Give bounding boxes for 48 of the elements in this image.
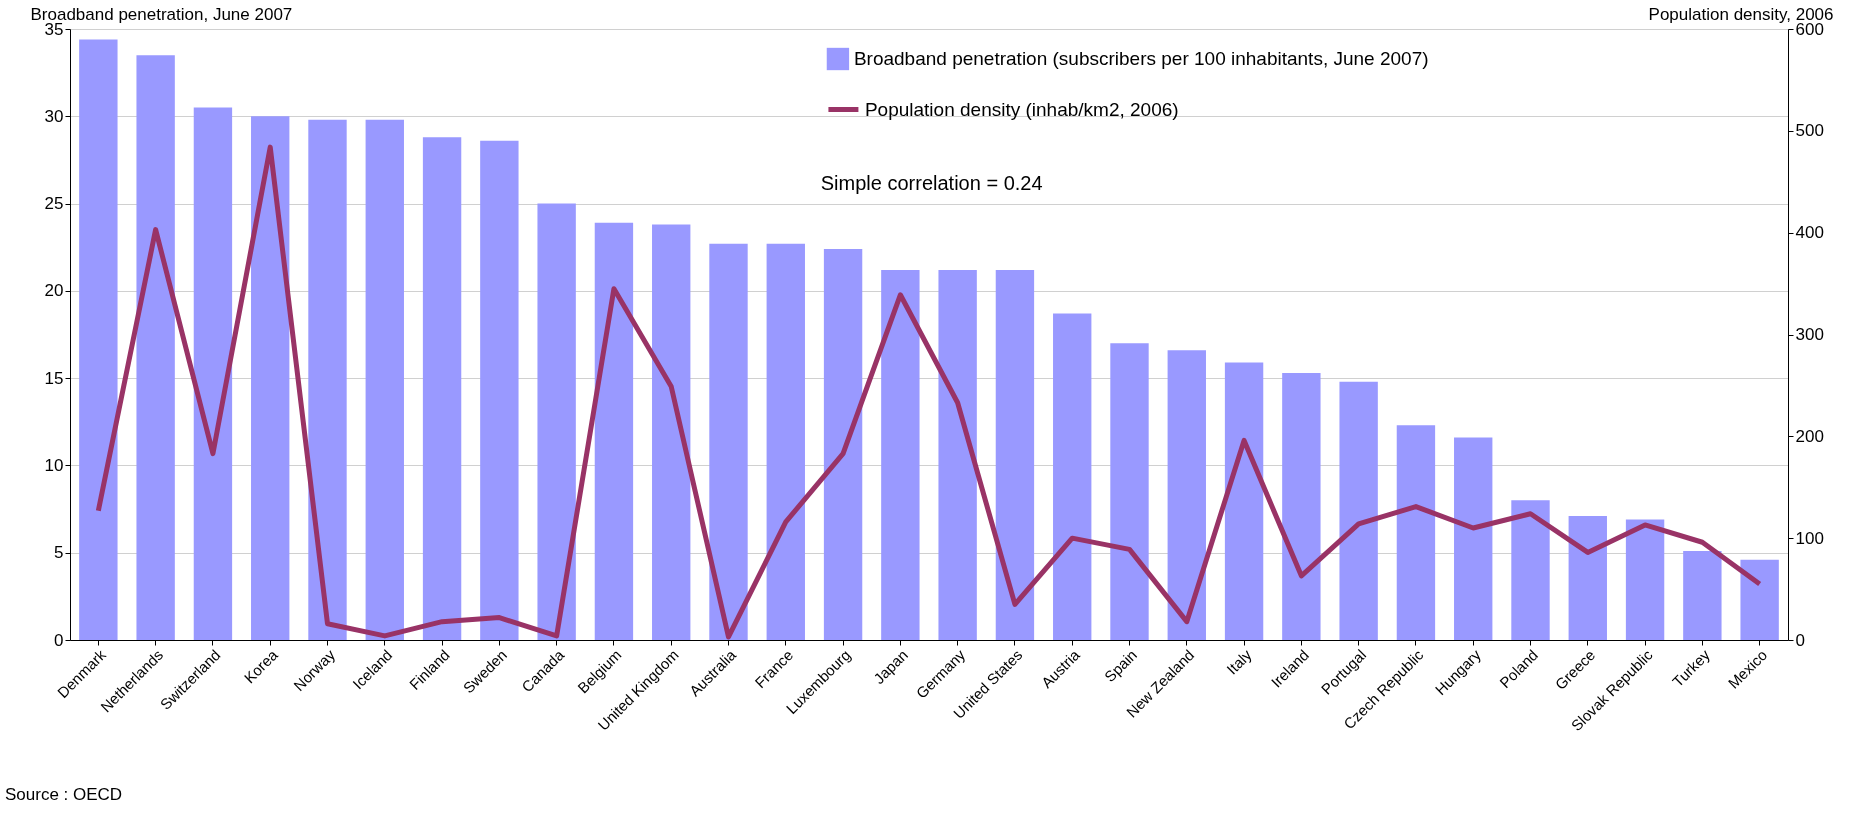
y-tick-label: 20 [44, 281, 64, 301]
y2-tick-label: 500 [1795, 121, 1824, 141]
bar [1167, 350, 1206, 640]
bar [1683, 550, 1722, 640]
bar [365, 119, 404, 640]
bar [1568, 516, 1607, 640]
y-tick-label: 25 [44, 194, 64, 214]
legend-label: Population density (inhab/km2, 2006) [864, 98, 1179, 120]
source-note: Source : OECD [5, 785, 123, 804]
bar [1110, 343, 1149, 640]
bar [1053, 313, 1092, 640]
bar [1625, 519, 1665, 640]
y2-tick-label: 300 [1795, 325, 1824, 344]
bar [193, 107, 233, 640]
y2-tick-label: 100 [1795, 528, 1824, 548]
bar [79, 39, 118, 640]
bar [308, 119, 347, 640]
bar [1740, 559, 1779, 640]
bar [422, 137, 462, 640]
y2-tick-label: 400 [1795, 223, 1824, 243]
bar [881, 269, 920, 640]
y-tick-label: 15 [44, 368, 64, 388]
bar [938, 269, 977, 640]
x-tick-label: Italy [1223, 645, 1256, 678]
bar [480, 140, 519, 640]
bar [537, 203, 576, 640]
legend-label: Broadband penetration (subscribers per 100 inhabitants, June 2007) [853, 48, 1429, 69]
bar [1511, 500, 1550, 640]
y-tick-label: 5 [54, 543, 64, 563]
y-tick-label: 30 [44, 106, 64, 126]
bar [766, 243, 805, 640]
bar [1454, 437, 1493, 640]
bar [995, 269, 1035, 640]
bar [594, 222, 634, 640]
bar [1396, 425, 1436, 640]
y-tick-label: 0 [54, 630, 64, 650]
bar [1339, 381, 1378, 640]
bar [652, 224, 691, 640]
bar [136, 55, 175, 640]
y2-tick-label: 200 [1795, 426, 1824, 446]
y-tick-label: 10 [44, 455, 64, 475]
bar [1282, 372, 1321, 640]
y2-tick-label: 0 [1795, 630, 1805, 650]
bar [709, 243, 748, 640]
bar [251, 116, 290, 640]
bar [823, 248, 863, 640]
annotation: Simple correlation = 0.24 [820, 172, 1043, 194]
bar [1224, 362, 1264, 640]
